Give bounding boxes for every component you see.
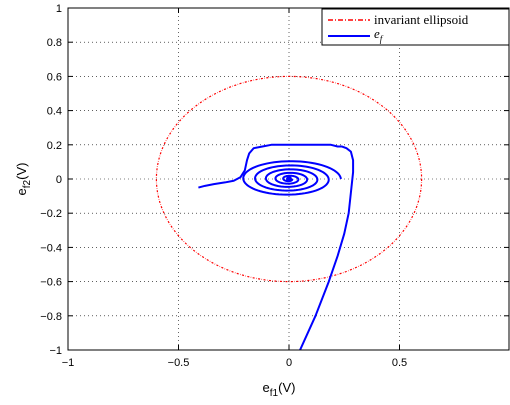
legend-box [321,8,510,46]
y-axis-label: ef2(V) [14,163,33,196]
x-tick-label-3: 0.5 [392,357,407,369]
y-tick-label-3: 0.4 [47,106,62,118]
series-ellipse-invariant [155,75,423,283]
axis-ticks: −1 −0.5 0 0.5 1 0.8 0.6 0.4 0.2 0 −0.2 −0.4 −0.6 −0.8… [40,3,509,369]
legend-label-ef: ef [374,26,384,44]
y-axis-label-sub: f2 [22,179,33,188]
x-axis-label-sub: f1 [270,388,279,399]
legend-label-ef-sub: f [380,34,384,44]
x-tick-label-2: 0 [286,357,292,369]
y-tick-label-7: −0.4 [40,242,62,254]
series-spiral-center [286,176,292,182]
y-tick-label-4: 0.2 [47,140,62,152]
x-tick-label-0: −1 [62,357,75,369]
series-path-ef [198,143,355,350]
y-tick-label-1: 0.8 [47,37,62,49]
legend-label-ef-main: e [374,26,380,41]
legend: invariant ellipsoid ef [321,8,510,46]
series-spiral-ef [242,160,342,196]
y-tick-label-2: 0.6 [47,71,62,83]
y-tick-label-5: 0 [56,174,62,186]
x-tick-label-1: −0.5 [168,357,190,369]
x-axis-label-main: e [263,380,270,395]
series-layer [155,75,423,350]
x-axis-label-unit: (V) [278,380,295,395]
y-axis-label-main: e [14,188,29,195]
x-axis-label: ef1(V) [263,380,296,399]
y-tick-label-9: −0.8 [40,311,62,323]
y-axis-label-unit: (V) [14,163,29,180]
legend-label-invariant-ellipsoid: invariant ellipsoid [374,12,469,27]
y-tick-label-0: 1 [56,3,62,15]
y-tick-label-8: −0.6 [40,277,62,289]
y-tick-label-10: −1 [49,345,62,357]
y-tick-label-6: −0.2 [40,208,62,220]
